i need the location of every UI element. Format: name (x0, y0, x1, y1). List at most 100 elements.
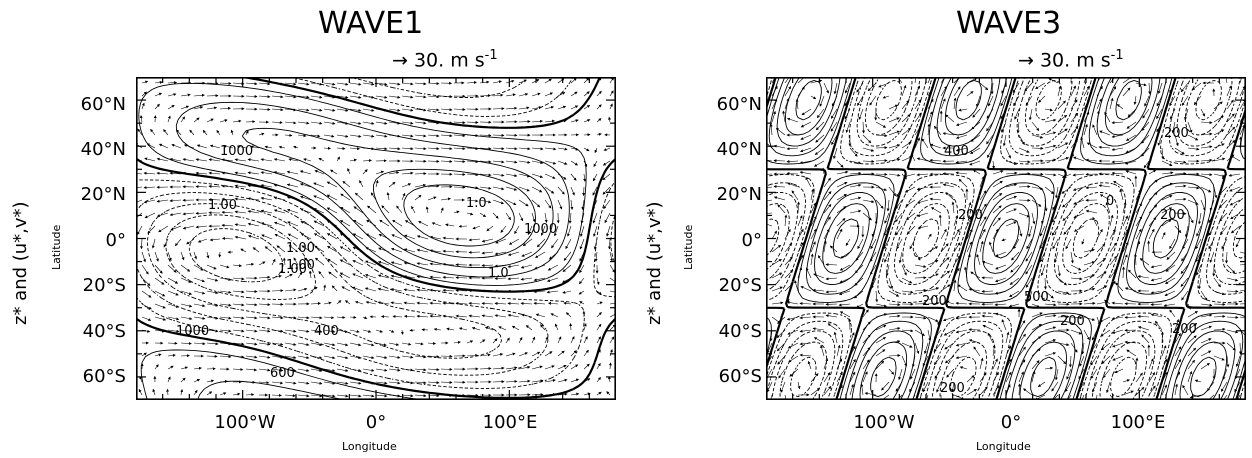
wind-vector (271, 342, 284, 346)
wind-vector (362, 368, 375, 372)
wind-vector (141, 290, 152, 298)
wind-vector (813, 273, 825, 279)
wind-vector (1150, 277, 1163, 282)
wind-vector (180, 251, 185, 261)
wind-vector (1114, 368, 1124, 374)
wind-vector (955, 355, 968, 360)
wind-vector (380, 315, 390, 319)
wind-vector (1115, 282, 1124, 292)
wind-vector (1184, 108, 1189, 121)
wind-vector (388, 368, 401, 372)
wind-vector (1057, 156, 1070, 162)
wind-vector (1150, 264, 1163, 269)
wind-vector (938, 214, 942, 227)
wind-vector (453, 134, 466, 138)
wind-vector (581, 199, 585, 211)
contour-label: 1.0 (466, 196, 487, 211)
wind-vector (1099, 130, 1111, 136)
wind-vector (284, 288, 297, 292)
wind-vector (1213, 327, 1226, 331)
wind-vector (156, 171, 169, 175)
wind-vector (375, 368, 388, 372)
wind-vector (1043, 277, 1047, 290)
wind-vector (167, 365, 174, 370)
wind-vector (401, 95, 414, 99)
wind-vector (219, 264, 230, 269)
wind-vector (1213, 277, 1221, 288)
wind-vector (1055, 186, 1059, 199)
wind-vector (458, 327, 468, 331)
wind-vector (1070, 85, 1076, 97)
wind-vector (245, 290, 258, 294)
wind-vector (901, 85, 907, 97)
wind-vector (1161, 384, 1167, 396)
wind-vector (193, 264, 204, 271)
wind-vector (888, 173, 901, 177)
wind-vector (1092, 216, 1098, 227)
wind-vector (167, 264, 177, 273)
wind-vector (1111, 160, 1124, 164)
wind-vector (992, 170, 1004, 175)
wind-vector (507, 277, 520, 281)
contour-label: 1000 (524, 222, 557, 237)
wind-vector (245, 316, 258, 320)
wind-vector (379, 219, 390, 227)
wind-vector (375, 179, 379, 188)
wind-vector (810, 95, 817, 100)
wind-vector (429, 288, 442, 292)
wind-vector (453, 160, 466, 164)
wind-vector (258, 82, 271, 86)
wind-vector (396, 205, 403, 214)
wind-vector (1141, 121, 1150, 131)
wind-vector (1092, 124, 1098, 136)
wind-vector (810, 188, 815, 201)
wind-vector (544, 379, 556, 383)
wind-vector (927, 301, 940, 305)
wind-vector (331, 285, 338, 292)
wind-vector (770, 394, 773, 400)
wind-vector (1072, 186, 1085, 191)
wind-vector (492, 80, 502, 84)
wind-vector (593, 160, 598, 168)
wind-vector (557, 336, 562, 344)
wind-vector (606, 391, 611, 396)
wind-vector (895, 225, 903, 236)
wind-vector (154, 264, 163, 274)
wind-vector (273, 209, 286, 214)
wind-vector (492, 353, 504, 357)
wind-vector (940, 270, 950, 279)
wind-vector (169, 199, 182, 203)
wind-vector (979, 190, 987, 201)
wind-vector (453, 210, 460, 214)
wind-vector (390, 274, 403, 279)
wind-vector (167, 353, 176, 357)
wind-vector (466, 120, 479, 124)
wind-vector (232, 303, 245, 307)
wind-vector (313, 182, 325, 188)
wind-vector (429, 235, 442, 240)
wind-vector (886, 199, 890, 212)
wind-vector (180, 366, 188, 370)
wind-vector (1128, 269, 1137, 279)
wind-vector (830, 121, 838, 132)
wind-vector (525, 325, 533, 331)
wind-vector (1096, 271, 1107, 279)
wind-vector (864, 392, 877, 396)
wind-vector (1174, 160, 1187, 164)
wind-vector (326, 233, 338, 240)
wind-vector (258, 355, 271, 359)
wind-vector (414, 121, 427, 125)
wind-vector (352, 233, 364, 240)
wind-vector (1148, 372, 1155, 383)
wind-vector (1010, 264, 1020, 273)
wind-vector (596, 301, 603, 305)
wind-vector (1031, 370, 1036, 383)
wind-vector (570, 173, 577, 181)
wind-vector (858, 108, 864, 120)
wind-vector (827, 323, 838, 331)
wind-vector (976, 253, 981, 266)
wind-vector (1122, 390, 1134, 396)
wind-vector (1191, 82, 1202, 91)
wind-vector (484, 326, 494, 331)
wind-vector (247, 197, 260, 201)
